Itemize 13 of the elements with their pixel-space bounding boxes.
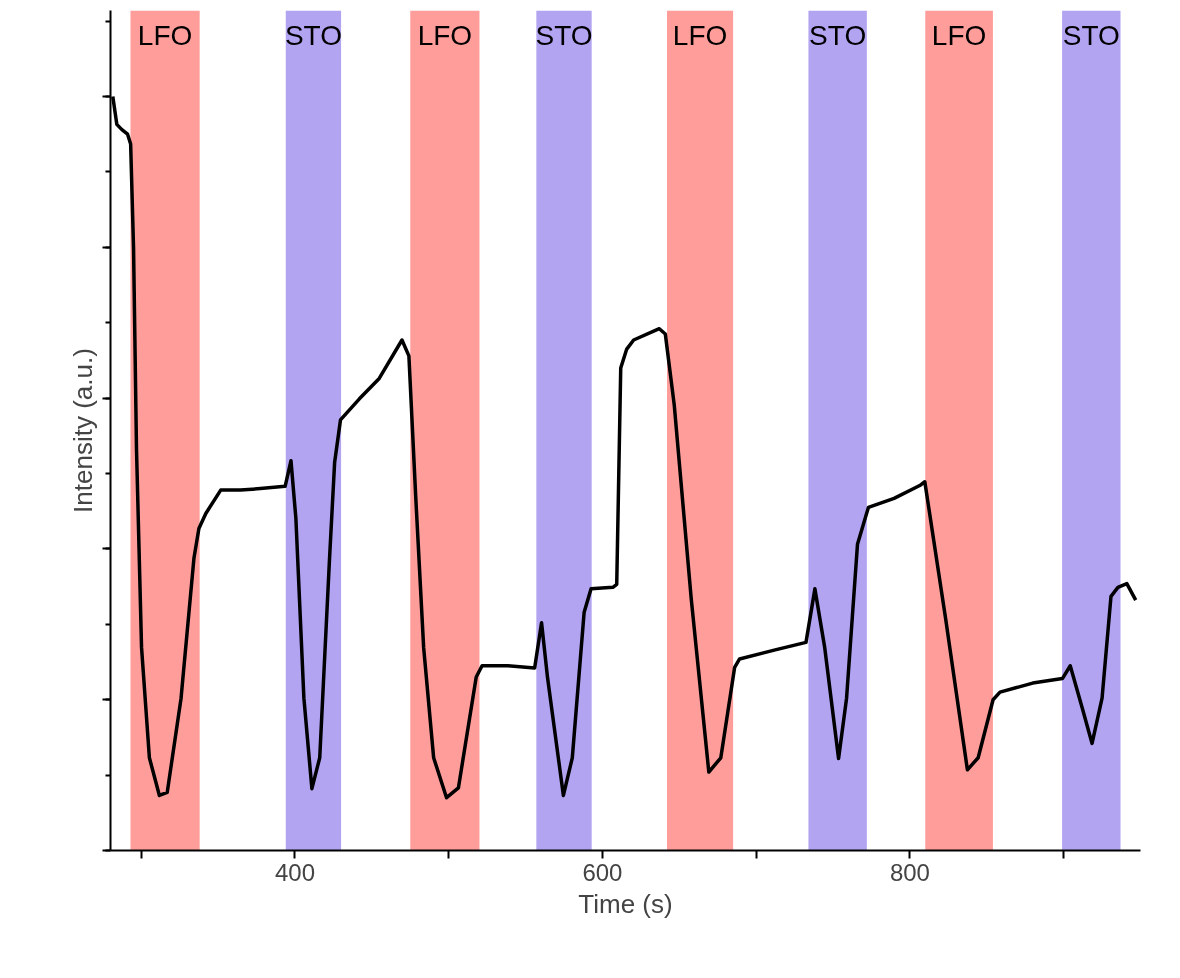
- x-axis-title: Time (s): [578, 888, 673, 919]
- band-label: LFO: [672, 20, 728, 52]
- band-label: STO: [809, 20, 867, 52]
- band-label: STO: [1062, 20, 1120, 52]
- x-tick-label: 600: [582, 858, 623, 886]
- x-tick-label: 800: [889, 858, 930, 886]
- band-label: LFO: [931, 20, 987, 52]
- band-label: LFO: [417, 20, 473, 52]
- band-label: LFO: [137, 20, 193, 52]
- band-label: STO: [535, 20, 593, 52]
- band-label: STO: [284, 20, 342, 52]
- x-tick-label: 400: [274, 858, 315, 886]
- y-axis-title: Intensity (a.u.): [67, 348, 98, 513]
